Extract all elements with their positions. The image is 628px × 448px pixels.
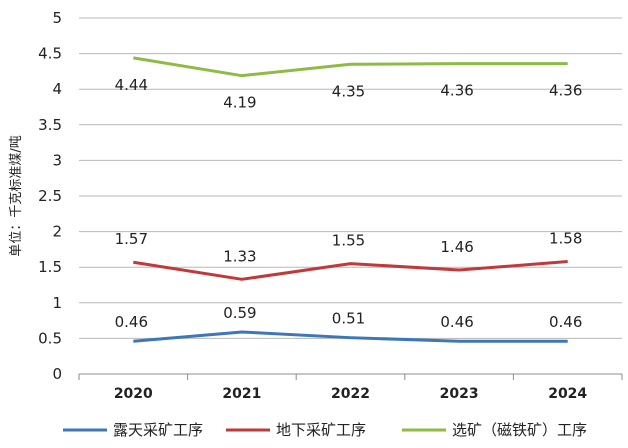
y-tick-label: 3: [52, 151, 62, 169]
y-axis-label: 单位：千克标准煤/吨: [9, 135, 24, 256]
y-tick-label: 2.5: [38, 187, 62, 205]
legend-label: 露天采矿工序: [113, 421, 203, 439]
data-label: 1.46: [440, 238, 473, 256]
data-label: 4.19: [223, 94, 256, 112]
x-axis-ticks: 2020 2021 2022 2023 2024: [78, 374, 623, 402]
x-tick-label: 2020: [114, 386, 153, 402]
series-line: [133, 260, 568, 281]
y-tick-label: 4.5: [38, 45, 62, 63]
y-tick-label: 1.5: [38, 258, 62, 276]
x-tick-label: 2023: [440, 386, 479, 402]
y-tick-label: 0: [52, 365, 62, 383]
data-label: 0.46: [440, 313, 473, 331]
y-tick-label: 0.5: [38, 329, 62, 347]
data-label: 1.55: [332, 232, 365, 250]
y-tick-label: 3.5: [38, 116, 62, 134]
data-label: 1.58: [549, 230, 582, 248]
data-label: 1.57: [115, 230, 148, 248]
data-label: 0.59: [223, 304, 256, 322]
grid-lines: [79, 17, 622, 339]
x-tick-label: 2024: [548, 386, 587, 402]
data-label: 0.46: [115, 313, 148, 331]
data-label: 4.36: [549, 82, 582, 100]
y-tick-label: 5: [52, 9, 62, 27]
data-label: 0.46: [549, 313, 582, 331]
y-tick-label: 1: [52, 294, 62, 312]
x-tick-label: 2022: [331, 386, 370, 402]
data-label: 4.44: [115, 76, 148, 94]
legend-label: 选矿（磁铁矿）工序: [452, 421, 587, 439]
data-labels: 0.46 0.59 0.51 0.46 0.46 1.57 1.33 1.55 1.46 1.58…: [115, 76, 583, 331]
legend: 露天采矿工序 地下采矿工序 选矿（磁铁矿）工序: [63, 421, 587, 439]
series-lines: [133, 56, 568, 343]
data-label: 4.35: [332, 82, 365, 100]
series-line: [133, 56, 568, 78]
series-line: [133, 330, 568, 343]
x-tick-label: 2021: [222, 386, 261, 402]
data-label: 1.33: [223, 247, 256, 265]
y-axis-ticks: 0 0.5 1 1.5 2 2.5 3 3.5 4 4.5 5: [38, 9, 62, 383]
legend-label: 地下采矿工序: [276, 421, 366, 439]
y-tick-label: 4: [52, 80, 62, 98]
y-tick-label: 2: [52, 223, 62, 241]
data-label: 4.36: [440, 82, 473, 100]
data-label: 0.51: [332, 310, 365, 328]
